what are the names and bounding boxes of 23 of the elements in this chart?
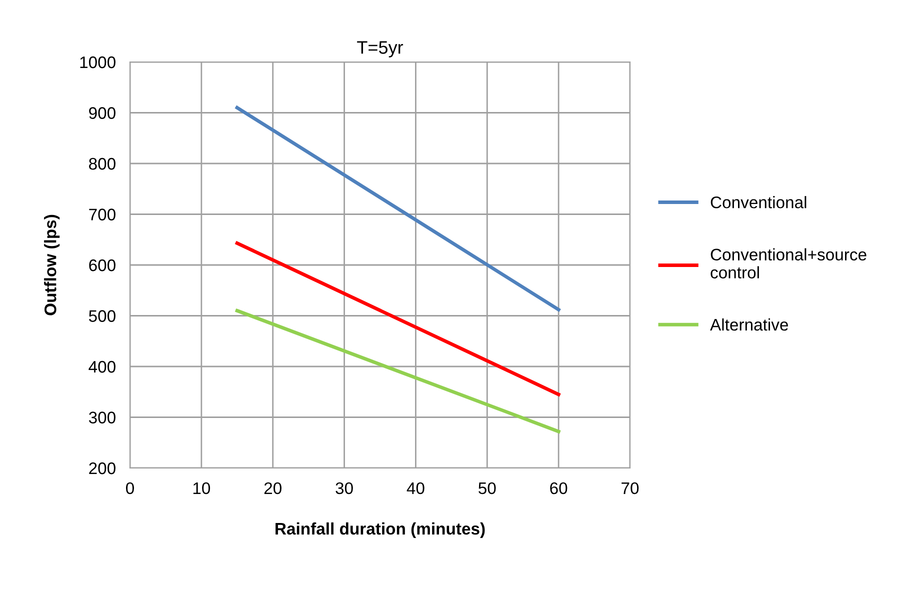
y-tick-label: 1000: [80, 56, 116, 68]
x-tick-label: 30: [336, 482, 353, 494]
x-axis-title: Rainfall duration (minutes): [276, 522, 485, 538]
y-tick-label: 500: [88, 310, 116, 322]
x-tick-label: 40: [406, 482, 424, 494]
y-tick-label: 800: [89, 158, 116, 170]
y-axis-title: Outflow (lps): [44, 214, 60, 316]
y-tick-label: 700: [89, 208, 116, 220]
y-tick-label: 400: [88, 360, 116, 373]
legend-label: Conventional: [710, 196, 806, 208]
x-tick-label: 10: [193, 482, 210, 494]
chart-title: T=5yr: [357, 41, 404, 58]
y-tick-label: 600: [89, 259, 116, 272]
legend-label: Alternative: [710, 318, 788, 331]
y-tick-label: 900: [89, 107, 116, 119]
x-tick-label: 20: [264, 482, 282, 494]
legend-label: Conventional+source control: [710, 248, 866, 278]
x-tick-label: 50: [478, 482, 496, 494]
y-tick-label: 300: [88, 412, 116, 424]
y-tick-label: 200: [89, 462, 116, 474]
x-tick-label: 70: [622, 482, 639, 494]
x-tick-label: 60: [550, 482, 568, 494]
x-tick-label: 0: [126, 482, 134, 494]
